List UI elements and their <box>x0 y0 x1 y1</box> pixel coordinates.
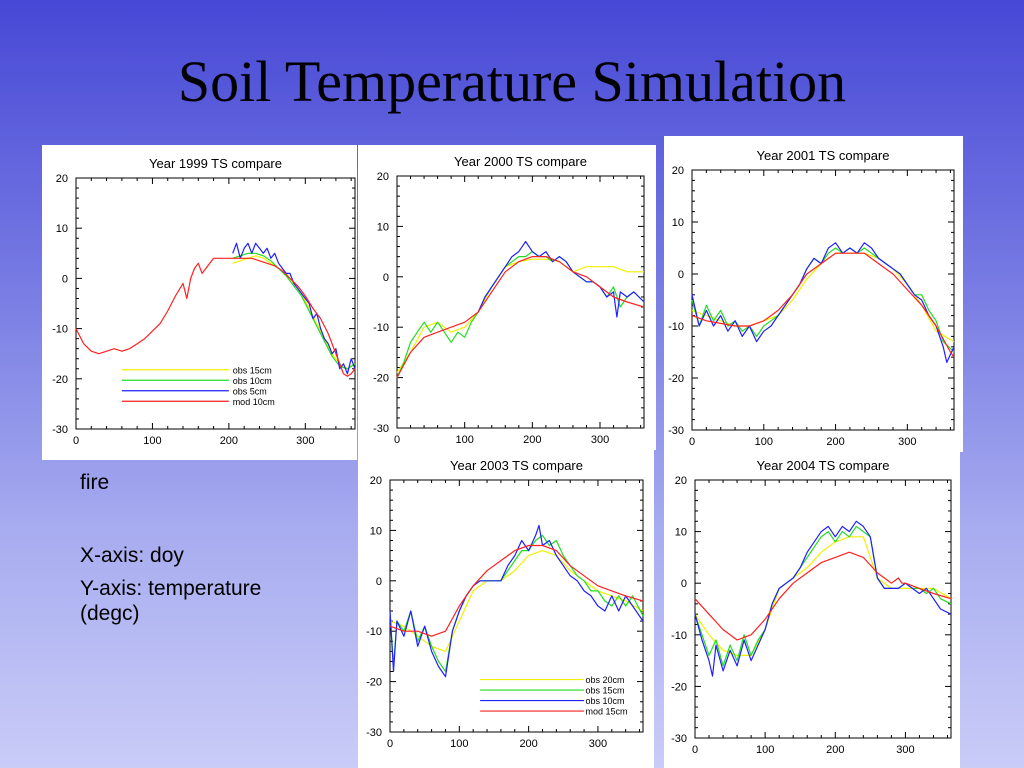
legend-label: obs 10cm <box>233 376 272 386</box>
series-line-mod-15cm <box>389 544 644 637</box>
series-line-mod-10cm <box>396 255 645 378</box>
series-line-obs-15cm <box>389 534 644 673</box>
chart-title: Year 2003 TS compare <box>450 458 583 473</box>
x-tick-label: 200 <box>523 434 541 446</box>
series-line-obs-15cm <box>694 536 952 656</box>
y-tick-label: -20 <box>668 373 684 385</box>
y-tick-label: -20 <box>671 681 687 693</box>
y-tick-label: 10 <box>56 223 68 235</box>
slide-title: Soil Temperature Simulation <box>177 49 847 114</box>
x-tick-label: 300 <box>898 436 916 448</box>
y-tick-label: -30 <box>366 727 382 739</box>
y-tick-label: -30 <box>52 424 68 436</box>
plot-frame <box>691 169 955 431</box>
y-tick-label: 20 <box>56 173 68 185</box>
y-tick-label: 10 <box>672 217 684 229</box>
y-tick-label: 10 <box>377 221 389 233</box>
y-tick-label: -30 <box>668 425 684 437</box>
y-tick-label: 0 <box>681 578 687 590</box>
x-tick-label: 200 <box>220 435 238 447</box>
note-fire: fire <box>80 471 110 494</box>
chart-panel-1999: Year 1999 TS compare 20 10 0 -10 -20 -30 0 100 20… <box>42 145 357 460</box>
x-tick-label: 300 <box>589 738 607 750</box>
y-tick-label: -30 <box>373 423 389 435</box>
y-tick-label: -30 <box>671 733 687 745</box>
x-tick-label: 200 <box>826 744 844 756</box>
x-tick-label: 300 <box>896 744 914 756</box>
legend-label: obs 20cm <box>585 675 624 685</box>
y-tick-label: -10 <box>668 321 684 333</box>
x-tick-label: 100 <box>450 738 468 750</box>
y-tick-label: -20 <box>373 373 389 385</box>
x-tick-label: 300 <box>591 434 609 446</box>
plot-frame <box>396 175 645 429</box>
y-tick-label: -20 <box>366 677 382 689</box>
series-line-obs-10cm <box>694 525 952 667</box>
legend-label: mod 15cm <box>585 707 627 717</box>
y-tick-label: -10 <box>671 630 687 642</box>
chart-panel-2001: Year 2001 TS compare 20 10 0 -10 -20 -30 0 100 20… <box>664 136 963 452</box>
series-line-mod-10cm <box>75 257 356 377</box>
y-tick-label: 20 <box>370 475 382 487</box>
series-line-obs-15cm <box>396 258 644 373</box>
series-line-obs-5cm <box>691 242 955 363</box>
y-tick-label: 10 <box>370 525 382 537</box>
chart-title: Year 2004 TS compare <box>757 458 890 473</box>
y-tick-label: -10 <box>52 324 68 336</box>
series-line-mod-10cm <box>694 551 952 641</box>
x-tick-label: 100 <box>143 435 161 447</box>
note-y-axis-unit: (degc) <box>80 602 140 625</box>
x-tick-label: 0 <box>689 436 695 448</box>
chart-panel-2000: Year 2000 TS compare 20 10 0 -10 -20 -30 0 100 20… <box>358 145 656 450</box>
notes: fire X-axis: doy Y-axis: temperature (de… <box>80 470 350 626</box>
chart-panel-2004: Year 2004 TS compare 20 10 0 -10 -20 -30 0 100 20… <box>664 450 960 768</box>
legend-label: mod 10cm <box>233 397 275 407</box>
x-tick-label: 200 <box>519 738 537 750</box>
chart-title: Year 1999 TS compare <box>149 156 282 171</box>
series-line-obs-10cm <box>396 250 645 378</box>
x-tick-label: 0 <box>692 744 698 756</box>
y-tick-label: -10 <box>366 626 382 638</box>
y-tick-label: 0 <box>62 273 68 285</box>
legend-label: obs 15cm <box>585 686 624 696</box>
plot-frame <box>694 479 952 739</box>
chart-title: Year 2000 TS compare <box>454 154 587 169</box>
plot-frame <box>75 177 356 430</box>
note-y-axis: Y-axis: temperature <box>80 577 262 600</box>
y-tick-label: 20 <box>377 171 389 183</box>
y-tick-label: 0 <box>678 269 684 281</box>
legend-label: obs 15cm <box>233 365 272 375</box>
x-tick-label: 100 <box>455 434 473 446</box>
y-tick-label: 0 <box>376 576 382 588</box>
series-line-obs-5cm <box>477 240 645 318</box>
x-tick-label: 100 <box>756 744 774 756</box>
x-tick-label: 0 <box>394 434 400 446</box>
legend-label: obs 10cm <box>585 696 624 706</box>
chart-title: Year 2001 TS compare <box>757 148 890 163</box>
plot-frame <box>389 479 644 733</box>
x-tick-label: 100 <box>755 436 773 448</box>
x-tick-label: 200 <box>826 436 844 448</box>
note-x-axis: X-axis: doy <box>80 544 184 567</box>
y-tick-label: -10 <box>373 322 389 334</box>
series-line-obs-5cm <box>694 520 952 677</box>
y-tick-label: 20 <box>675 475 687 487</box>
series-line-obs-10cm <box>232 252 356 370</box>
x-tick-label: 0 <box>73 435 79 447</box>
y-tick-label: -20 <box>52 374 68 386</box>
x-tick-label: 0 <box>387 738 393 750</box>
legend-label: obs 5cm <box>233 386 267 396</box>
series-line-obs-10cm <box>691 247 955 353</box>
y-tick-label: 20 <box>672 165 684 177</box>
chart-panel-2003: Year 2003 TS compare 20 10 0 -10 -20 -30 0 100 20… <box>358 448 654 768</box>
x-tick-label: 300 <box>296 435 314 447</box>
y-tick-label: 10 <box>675 527 687 539</box>
y-tick-label: 0 <box>383 272 389 284</box>
series-line-mod-10cm <box>691 252 955 358</box>
